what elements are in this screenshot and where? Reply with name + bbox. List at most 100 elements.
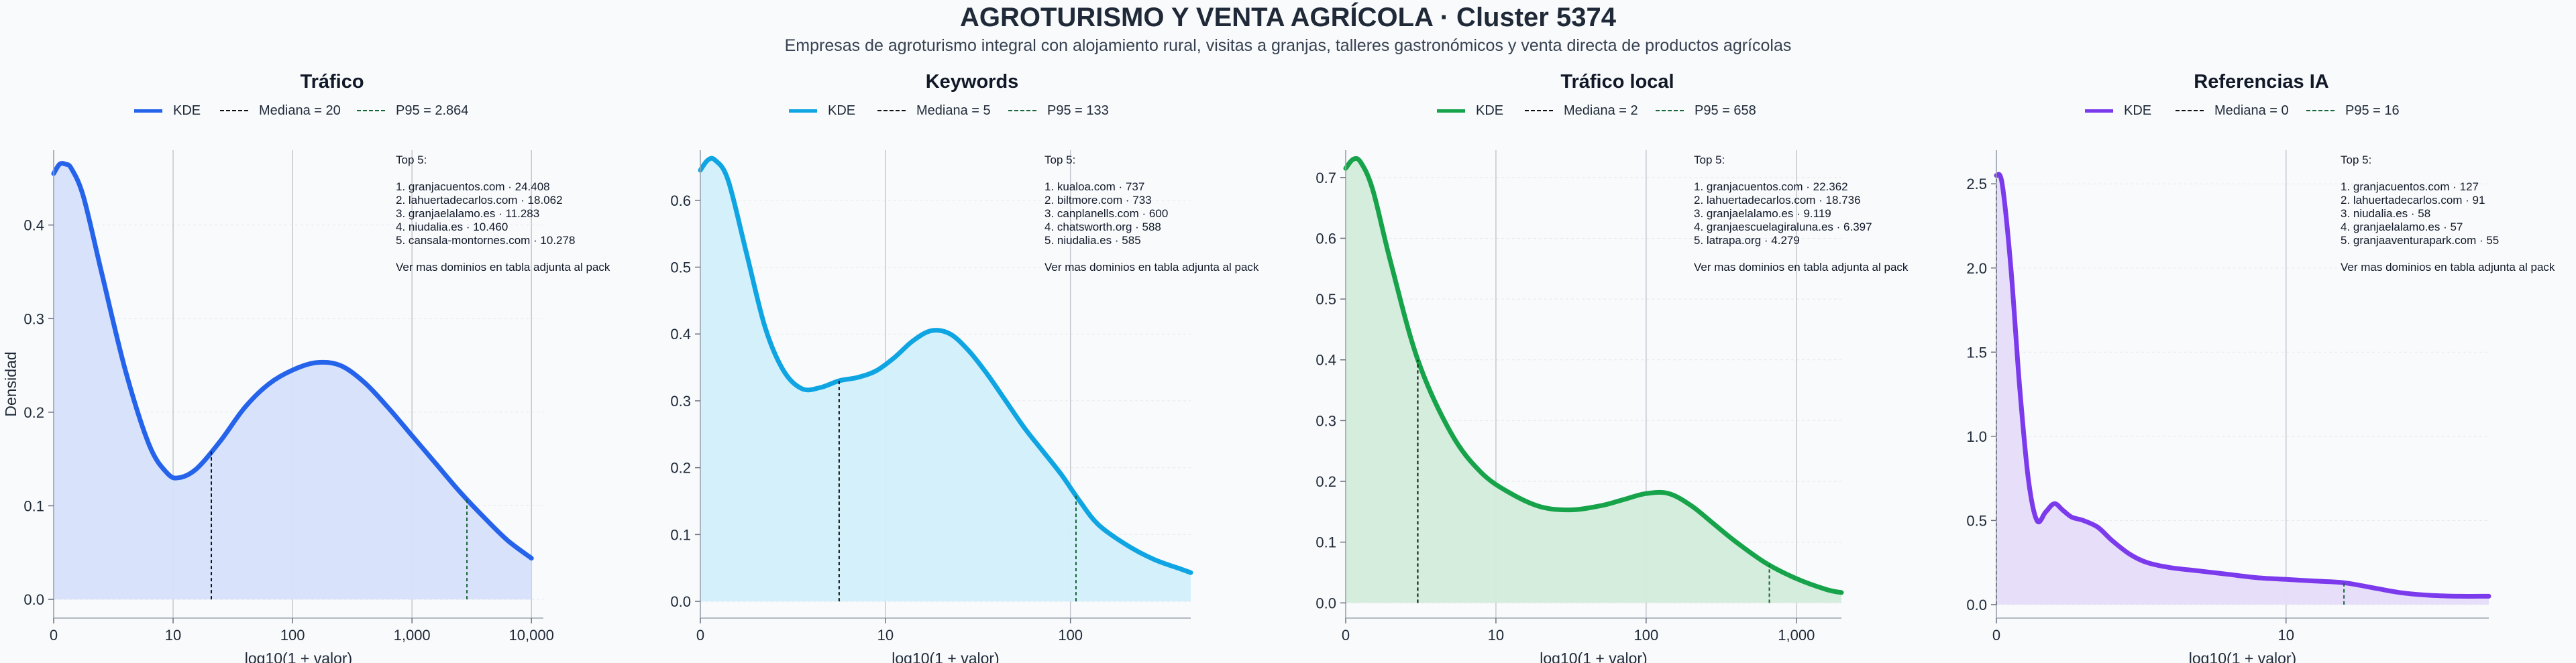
top5-item-5: 5. niudalia.es · 585 [1044, 234, 1141, 247]
legend-p95-label: P95 = 2.864 [396, 103, 469, 118]
panel-keywords: Keywords KDE Mediana = 5 P95 = 133 0.0 0.… [644, 64, 1288, 663]
x-tick-label: 10 [2278, 627, 2294, 644]
legend-median: Mediana = 2 [1525, 101, 1638, 121]
x-tick-label: 100 [1634, 627, 1659, 644]
x-axis-label: log10(1 + valor) [892, 650, 999, 663]
top5-item-3: 3. canplanells.com · 600 [1044, 207, 1169, 220]
legend-p95: P95 = 658 [1656, 101, 1756, 121]
chart-trafico: 0.0 0.1 0.2 0.3 0.4 0 10 100 1,000 10,000 log10(1 … [2, 150, 554, 663]
y-tick-label: 0.0 [1966, 597, 1987, 613]
kde-area [700, 158, 1191, 602]
y-tick-label: 0.6 [670, 192, 691, 209]
y-tick-label: 2.5 [1966, 176, 1987, 192]
legend-kde-swatch [789, 109, 817, 113]
x-tick-label: 0 [1342, 627, 1350, 644]
y-tick-label: 0.3 [670, 393, 691, 410]
chart-referencias-ia: 0.0 0.5 1.0 1.5 2.0 2.5 0 10 log10(1 + valor) [1966, 150, 2491, 663]
kde-area [1346, 158, 1841, 603]
legend-kde-label: KDE [1476, 103, 1504, 118]
top5-footer: Ver mas dominios en tabla adjunta al pac… [1694, 261, 1909, 274]
x-tick-label: 100 [280, 627, 305, 644]
y-tick-label: 0.0 [23, 591, 44, 608]
legend-median-swatch [2176, 110, 2204, 111]
top5-heading: Top 5: [2341, 154, 2372, 166]
page-title: AGROTURISMO Y VENTA AGRÍCOLA · Cluster 5… [960, 3, 1616, 32]
y-tick-label: 0.6 [1316, 230, 1336, 247]
legend-p95-swatch [357, 110, 385, 111]
top5-item-1: 1. kualoa.com · 737 [1044, 180, 1145, 193]
top5-item-1: 1. granjacuentos.com · 22.362 [1694, 180, 1848, 193]
legend-p95-swatch [1656, 110, 1684, 111]
panel-trafico: Tráfico KDE Mediana = 20 P95 = 2.864 0.0… [0, 64, 644, 663]
legend-p95: P95 = 2.864 [357, 101, 468, 121]
top5-item-5: 5. latrapa.org · 4.279 [1694, 234, 1800, 247]
legend-median-swatch [1525, 110, 1553, 111]
panel-trafico-local: Tráfico local KDE Mediana = 2 P95 = 658 … [1288, 64, 1932, 663]
top5-item-2: 2. biltmore.com · 733 [1044, 194, 1152, 206]
chart-keywords: 0.0 0.1 0.2 0.3 0.4 0.5 0.6 0 10 100 log10(1 + val… [670, 150, 1193, 663]
y-tick-label: 0.5 [1966, 512, 1987, 529]
legend-median-label: Mediana = 20 [259, 103, 341, 118]
x-tick-label: 0 [696, 627, 704, 644]
x-axis-label: log10(1 + valor) [1540, 650, 1647, 663]
y-tick-label: 0.1 [23, 497, 44, 514]
kde-line [51, 161, 534, 561]
panel-title: Referencias IA [2194, 71, 2329, 93]
top5-footer: Ver mas dominios en tabla adjunta al pac… [396, 261, 610, 274]
x-tick-label: 10 [1488, 627, 1504, 644]
legend-median: Mediana = 20 [220, 101, 341, 121]
y-tick-label: 1.5 [1966, 344, 1987, 361]
top5-box: Top 5: 1. kualoa.com · 737 2. biltmore.co… [1044, 154, 1258, 274]
y-tick-label: 2.0 [1966, 260, 1987, 277]
y-axis-label: Densidad [2, 351, 19, 416]
top5-item-1: 1. granjacuentos.com · 24.408 [396, 180, 550, 193]
y-tick-label: 0.3 [23, 310, 44, 327]
legend-kde: KDE [134, 101, 201, 121]
kde-line [698, 156, 1193, 575]
y-tick-label: 0.5 [1316, 291, 1336, 308]
top5-item-4: 4. niudalia.es · 10.460 [396, 221, 508, 233]
legend-kde-label: KDE [173, 103, 201, 118]
legend-p95-label: P95 = 658 [1695, 103, 1756, 118]
legend-median: Mediana = 0 [2176, 101, 2289, 121]
legend-kde: KDE [789, 101, 855, 121]
top5-heading: Top 5: [1044, 154, 1076, 166]
legend-median-label: Mediana = 5 [916, 103, 991, 118]
x-tick-label: 10 [165, 627, 181, 644]
top5-item-5: 5. cansala-montornes.com · 10.278 [396, 234, 576, 247]
legend-median-label: Mediana = 0 [2214, 103, 2289, 118]
x-tick-label: 10 [877, 627, 894, 644]
top5-heading: Top 5: [1694, 154, 1725, 166]
legend-kde-label: KDE [828, 103, 856, 118]
x-axis-label: log10(1 + valor) [2189, 650, 2296, 663]
legend-p95: P95 = 133 [1008, 101, 1109, 121]
top5-footer: Ver mas dominios en tabla adjunta al pac… [2341, 261, 2555, 274]
y-tick-label: 0.5 [670, 259, 691, 276]
panel-title: Tráfico [300, 71, 364, 93]
top5-item-4: 4. chatsworth.org · 588 [1044, 221, 1161, 233]
legend-kde: KDE [2085, 101, 2151, 121]
y-tick-label: 0.1 [1316, 534, 1336, 551]
top5-box: Top 5: 1. granjacuentos.com · 24.408 2. l… [396, 154, 610, 274]
top5-item-3: 3. granjaelalamo.es · 9.119 [1694, 207, 1831, 220]
kde-line [1994, 172, 2491, 599]
x-tick-label: 0 [50, 627, 58, 644]
x-tick-label: 1,000 [394, 627, 431, 644]
top5-item-5: 5. granjaaventurapark.com · 55 [2341, 234, 2500, 247]
top5-item-2: 2. lahuertadecarlos.com · 18.736 [1694, 194, 1861, 206]
legend-kde: KDE [1437, 101, 1503, 121]
y-tick-label: 0.1 [670, 526, 691, 543]
y-tick-label: 0.2 [1316, 473, 1336, 490]
y-tick-label: 0.0 [670, 593, 691, 610]
legend-median-swatch [877, 110, 906, 111]
x-tick-label: 1,000 [1778, 627, 1815, 644]
top5-heading: Top 5: [396, 154, 427, 166]
panel-referencias-ia: Referencias IA KDE Mediana = 0 P95 = 16 … [1932, 64, 2576, 663]
top5-item-3: 3. niudalia.es · 58 [2341, 207, 2431, 220]
top5-item-4: 4. granjaescuelagiraluna.es · 6.397 [1694, 221, 1872, 233]
legend-kde-swatch [2085, 109, 2113, 113]
y-tick-label: 0.2 [23, 404, 44, 421]
y-tick-label: 0.7 [1316, 170, 1336, 186]
legend-median: Mediana = 5 [877, 101, 991, 121]
chart-trafico-local: 0.0 0.1 0.2 0.3 0.4 0.5 0.6 0.7 0 10 100 1,000 log10… [1316, 150, 1844, 663]
